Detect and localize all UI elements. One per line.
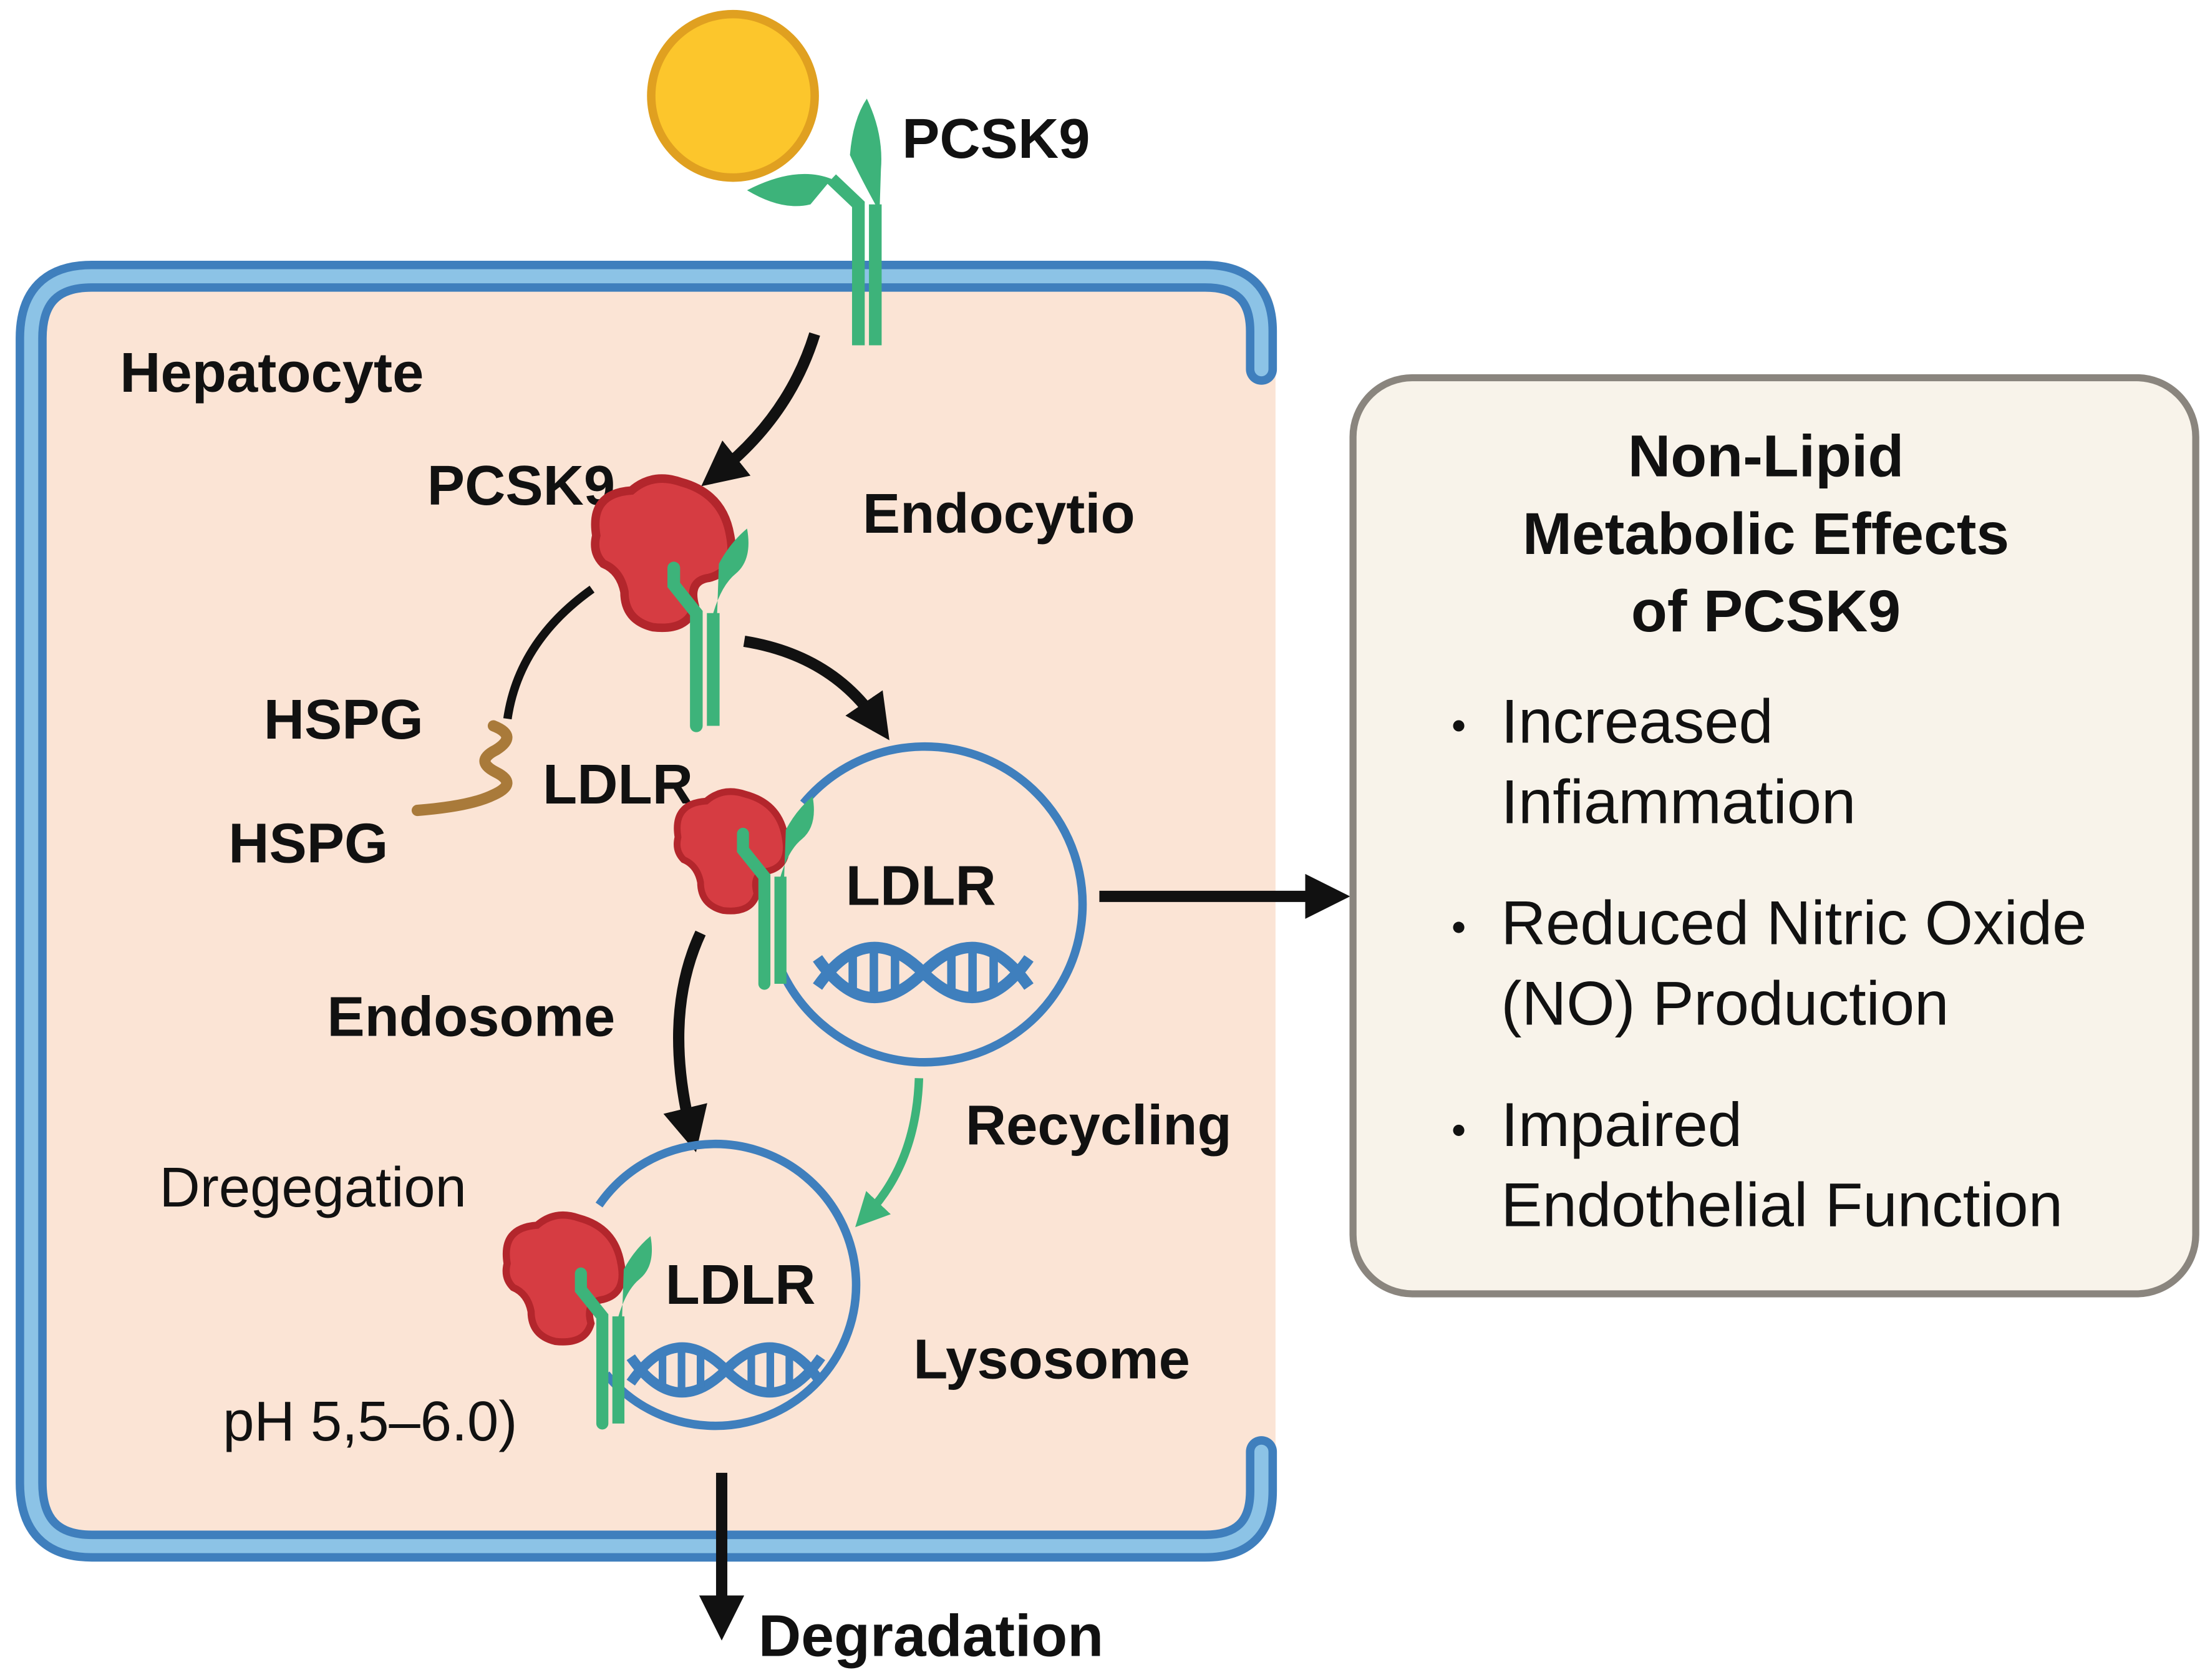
bullet-icon — [1453, 921, 1465, 933]
effects-title-line: Non-Lipid — [1628, 424, 1904, 490]
effect-item-line: Impaired — [1501, 1090, 1742, 1160]
label-pcsk9-inner: PCSK9 — [427, 454, 615, 517]
label-degradation: Degradation — [758, 1603, 1104, 1669]
effects-title-line: Metabolic Effects — [1523, 501, 2009, 567]
label-degregation: Dregegation — [160, 1156, 467, 1219]
bullet-icon — [1453, 720, 1465, 732]
label-recycling: Recycling — [966, 1094, 1232, 1157]
bullet-icon — [1453, 1124, 1465, 1136]
lipoprotein-particle — [647, 9, 819, 182]
effect-item-line: Endothelial Function — [1501, 1171, 2063, 1240]
label-hspg-1: HSPG — [264, 688, 424, 751]
label-ph: pH 5,5–6.0) — [223, 1390, 517, 1453]
hspg-icon — [411, 720, 513, 817]
lysosome-vesicle — [595, 1140, 861, 1430]
label-endosome: Endosome — [327, 986, 615, 1049]
effect-item-line: Increased — [1501, 687, 1773, 757]
effect-item-line: Infiammation — [1501, 767, 1856, 837]
hepatocyte-cell — [16, 260, 1277, 1562]
label-endocytosis: Endocytio — [863, 482, 1135, 545]
non-lipid-effects-box: Non-Lipid Metabolic Effects of PCSK9 Inc… — [1349, 374, 2199, 1298]
label-pcsk9-top: PCSK9 — [902, 107, 1090, 170]
arrow-internalization — [701, 332, 820, 487]
label-ldlr-endosome: LDLR — [846, 854, 996, 917]
label-ldlr-outside: LDLR — [543, 753, 693, 816]
arrow-endosome-to-lysosome — [663, 930, 707, 1153]
arrow-to-endosome — [743, 636, 889, 740]
ldlr-receptor-surface — [747, 99, 882, 346]
label-hepatocyte: Hepatocyte — [120, 341, 424, 404]
hspg-link — [503, 585, 595, 720]
label-lysosome: Lysosome — [913, 1328, 1190, 1391]
label-ldlr-lysosome: LDLR — [666, 1253, 816, 1316]
effect-item-line: (NO) Production — [1501, 969, 1949, 1038]
effect-item-line: Reduced Nitric Oxide — [1501, 889, 2086, 958]
arrow-recycling — [855, 1078, 924, 1228]
endosome-vesicle — [778, 742, 1087, 1067]
effects-title-line: of PCSK9 — [1631, 578, 1901, 644]
label-hspg-2: HSPG — [228, 812, 388, 875]
